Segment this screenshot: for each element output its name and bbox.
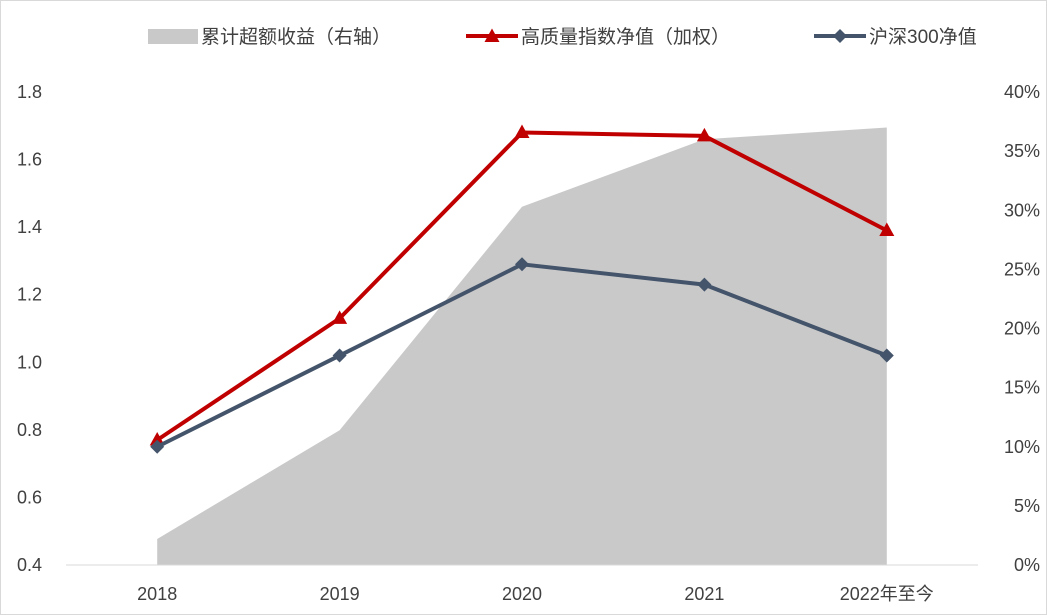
legend-triangle-marker	[484, 28, 500, 42]
series-group-high-quality-index	[149, 124, 895, 446]
area-series-cumulative-excess-return	[157, 127, 887, 565]
right-y-axis-tick-labels: 0% 5% 10% 15% 20% 25% 30% 35% 40%	[1004, 82, 1040, 575]
legend-label-hs300: 沪深300净值	[869, 26, 977, 48]
triangle-marker-high-quality-index	[514, 124, 530, 139]
area-series-layer	[157, 127, 887, 565]
legend-label-cumulative-excess-return: 累计超额收益（右轴）	[201, 26, 391, 48]
x-category-label: 2018	[137, 584, 177, 604]
right-y-tick-label: 0%	[1014, 555, 1040, 575]
diamond-marker-hs300	[515, 257, 529, 272]
x-category-label: 2020	[502, 584, 542, 604]
diamond-marker-hs300	[697, 277, 712, 292]
diamond-marker-hs300	[879, 348, 894, 363]
x-axis-category-labels: 2018 2019 2020 2021 2022年至今	[137, 584, 934, 604]
line-series-layer	[149, 124, 895, 454]
x-category-label: 2021	[684, 584, 724, 604]
diamond-marker-hs300	[150, 439, 165, 454]
left-y-tick-label: 1.4	[17, 217, 42, 237]
legend-label-high-quality-index: 高质量指数净值（加权）	[521, 26, 730, 48]
left-y-tick-label: 0.8	[17, 420, 42, 440]
triangle-marker-high-quality-index	[696, 127, 712, 142]
x-category-label: 2022年至今	[840, 584, 934, 604]
right-y-tick-label: 15%	[1004, 378, 1040, 398]
right-y-tick-label: 40%	[1004, 82, 1040, 102]
right-y-tick-label: 5%	[1014, 496, 1040, 516]
left-y-tick-label: 1.8	[17, 82, 42, 102]
right-y-tick-label: 35%	[1004, 141, 1040, 161]
triangle-marker-high-quality-index	[149, 431, 165, 446]
left-y-tick-label: 0.6	[17, 487, 42, 507]
left-y-tick-label: 0.4	[17, 555, 42, 575]
legend-diamond-marker	[833, 29, 847, 43]
legend-item-high-quality-index: 高质量指数净值（加权）	[466, 26, 730, 48]
legend-item-cumulative-excess-return: 累计超额收益（右轴）	[148, 26, 391, 48]
right-y-tick-label: 25%	[1004, 259, 1040, 279]
left-y-tick-label: 1.0	[17, 352, 42, 372]
left-y-axis-tick-labels: 0.4 0.6 0.8 1.0 1.2 1.4 1.6 1.8	[17, 82, 42, 575]
legend-item-hs300: 沪深300净值	[814, 26, 977, 48]
triangle-marker-high-quality-index	[332, 310, 348, 324]
right-y-tick-label: 20%	[1004, 319, 1040, 339]
triangle-marker-high-quality-index	[879, 222, 895, 237]
left-y-tick-label: 1.2	[17, 285, 42, 305]
left-y-tick-label: 1.6	[17, 150, 42, 170]
legend: 累计超额收益（右轴） 高质量指数净值（加权） 沪深300净值	[148, 26, 977, 48]
series-group-hs300	[150, 257, 894, 454]
right-y-tick-label: 30%	[1004, 200, 1040, 220]
diamond-marker-hs300	[332, 348, 347, 363]
legend-area-swatch	[148, 29, 198, 44]
right-y-tick-label: 10%	[1004, 437, 1040, 457]
x-category-label: 2019	[320, 584, 360, 604]
